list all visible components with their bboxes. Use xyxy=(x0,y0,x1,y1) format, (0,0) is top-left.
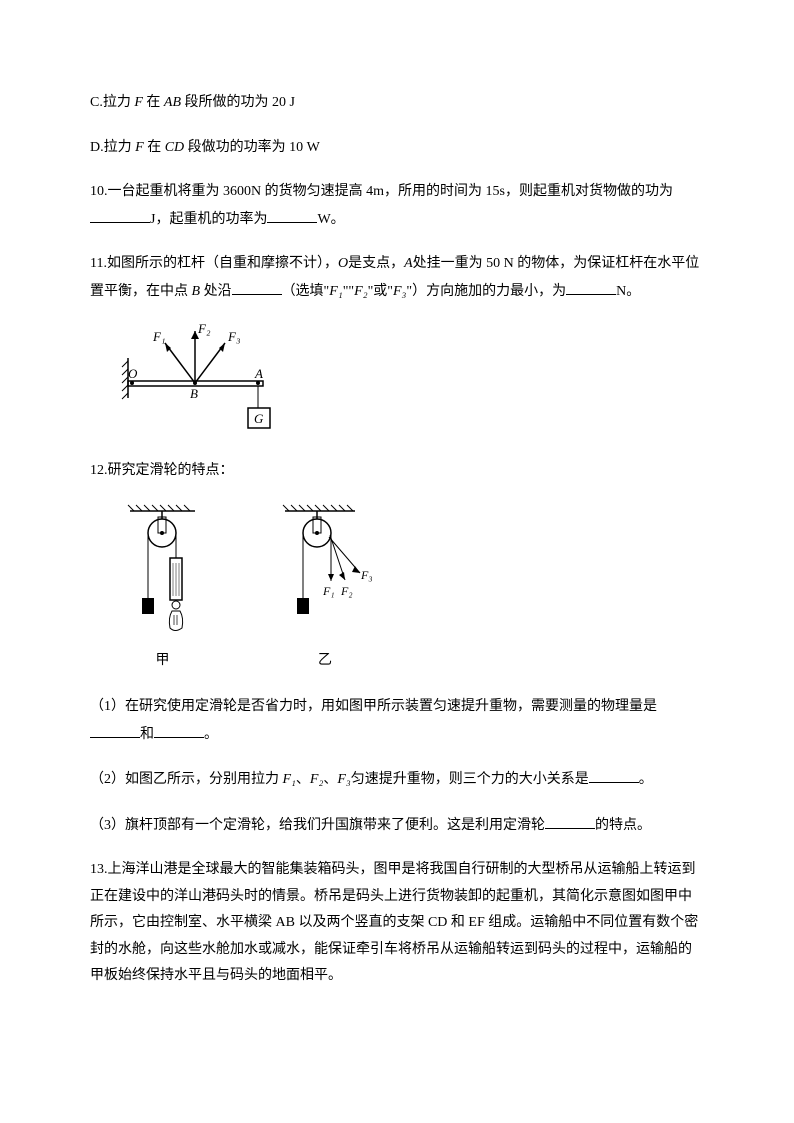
svg-text:F₁: F₁ xyxy=(322,584,335,598)
svg-text:F₁: F₁ xyxy=(152,329,165,344)
svg-text:F₂: F₂ xyxy=(197,323,211,336)
q10-blank-power[interactable] xyxy=(267,206,317,223)
q12-figures: 甲 xyxy=(120,503,704,675)
q11-blank-value[interactable] xyxy=(566,278,616,295)
q12-p2-blank[interactable] xyxy=(589,766,639,783)
q10-blank-work[interactable] xyxy=(90,206,150,223)
q10-text: 10.一台起重机将重为 3600N 的货物匀速提高 4m，所用的时间为 15s，… xyxy=(90,179,704,233)
svg-text:B: B xyxy=(190,386,198,401)
q11-figure: F₁ F₂ F₃ O B A G xyxy=(120,323,704,438)
q12-p3-blank[interactable] xyxy=(545,812,595,829)
q12-part1: （1）在研究使用定滑轮是否省力时，用如图甲所示装置匀速提升重物，需要测量的物理量… xyxy=(90,694,704,748)
svg-text:F₃: F₃ xyxy=(227,329,240,344)
q11-blank-force[interactable] xyxy=(232,278,282,295)
q12-p1-blank2[interactable] xyxy=(154,721,204,738)
q12-part3: （3）旗杆顶部有一个定滑轮，给我们升国旗带来了便利。这是利用定滑轮的特点。 xyxy=(90,812,704,839)
q12-part2: （2）如图乙所示，分别用拉力 F₁、F₂、F₃匀速提升重物，则三个力的大小关系是… xyxy=(90,766,704,793)
q12-fig-label-2: 乙 xyxy=(318,648,332,675)
svg-text:O: O xyxy=(128,366,138,381)
q12-fig-label-1: 甲 xyxy=(156,648,170,675)
svg-text:F₂: F₂ xyxy=(340,584,353,598)
svg-text:G: G xyxy=(254,411,264,426)
svg-text:F₃: F₃ xyxy=(360,568,373,582)
q12-title: 12.研究定滑轮的特点： xyxy=(90,458,704,485)
q13-text: 13.上海洋山港是全球最大的智能集装箱码头，图甲是将我国自行研制的大型桥吊从运输… xyxy=(90,857,704,990)
q12-p1-blank1[interactable] xyxy=(90,721,140,738)
svg-text:A: A xyxy=(254,366,263,381)
q9-option-c: C.拉力 F 在 AB 段所做的功为 20 J xyxy=(90,90,704,117)
q9-option-d: D.拉力 F 在 CD 段做功的功率为 10 W xyxy=(90,135,704,162)
q11-text: 11.如图所示的杠杆（自重和摩擦不计），O是支点，A处挂一重为 50 N 的物体… xyxy=(90,251,704,305)
